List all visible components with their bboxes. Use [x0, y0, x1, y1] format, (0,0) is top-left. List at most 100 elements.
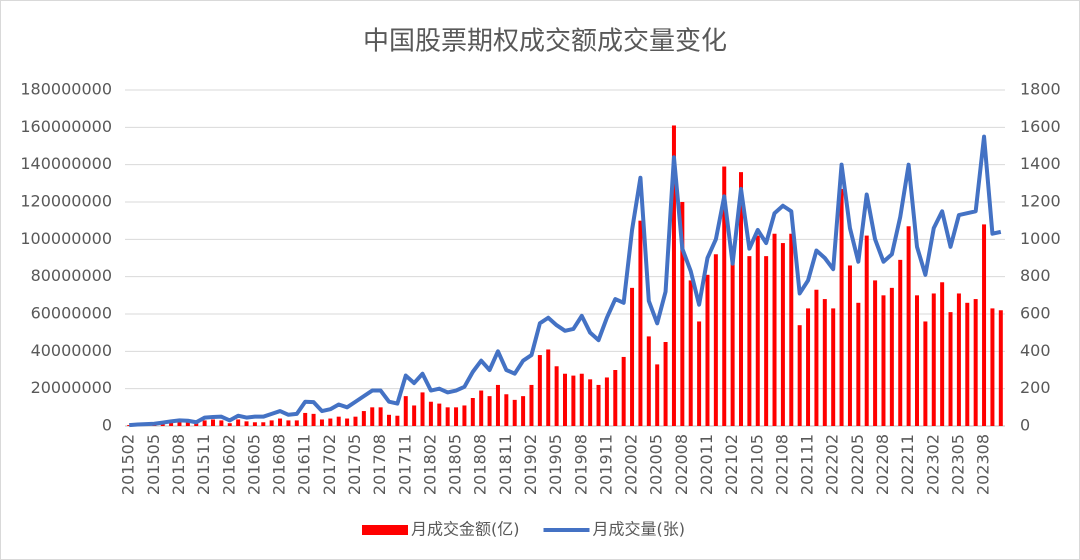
bar	[604, 377, 609, 426]
x-tick-label: 201902	[521, 434, 540, 495]
y2-tick-label: 800	[1020, 266, 1051, 285]
bar	[437, 403, 442, 426]
bar	[504, 394, 509, 426]
x-tick-label: 201905	[546, 434, 565, 495]
x-tick-label: 201608	[270, 434, 289, 495]
bar	[705, 274, 710, 426]
x-tick-label: 202005	[647, 434, 666, 495]
x-tick-label: 201605	[244, 434, 263, 495]
y2-tick-label: 1200	[1020, 192, 1061, 211]
bar	[462, 405, 467, 426]
bar	[998, 310, 1003, 426]
bar	[319, 419, 324, 426]
x-tick-label: 202308	[974, 434, 993, 495]
bar	[202, 420, 207, 426]
bar	[395, 415, 400, 426]
bar	[169, 422, 174, 426]
bar	[822, 299, 827, 426]
x-tick-label: 202111	[798, 434, 817, 495]
bar	[537, 355, 542, 426]
bar	[579, 373, 584, 426]
x-tick-label: 202008	[672, 434, 691, 495]
x-tick-label: 202305	[948, 434, 967, 495]
legend-label: 月成交金额(亿)	[411, 520, 520, 539]
bar	[311, 413, 316, 426]
bar	[915, 295, 919, 426]
y-tick-label: 160000000	[20, 117, 112, 136]
x-tick-label: 201908	[571, 434, 590, 495]
bar	[177, 422, 182, 426]
bar	[521, 396, 526, 426]
x-tick-label: 202208	[873, 434, 892, 495]
bar	[412, 405, 417, 426]
bar	[789, 233, 794, 426]
x-tick-label: 202202	[823, 434, 842, 495]
bar	[646, 336, 651, 426]
bar	[856, 302, 861, 426]
y2-tick-label: 200	[1020, 378, 1051, 397]
bar	[839, 188, 844, 426]
bar	[546, 349, 551, 426]
bar	[847, 265, 852, 426]
bar	[479, 390, 484, 426]
y2-tick-label: 1400	[1020, 154, 1061, 173]
bar	[990, 308, 995, 426]
y-tick-label: 100000000	[20, 229, 112, 248]
bar	[940, 282, 945, 426]
bar	[571, 375, 576, 426]
x-tick-label: 201505	[144, 434, 163, 495]
x-tick-label: 202102	[722, 434, 741, 495]
bar	[370, 407, 375, 426]
bar	[655, 364, 660, 426]
x-tick-label: 201508	[169, 434, 188, 495]
x-tick-label: 201602	[219, 434, 238, 495]
bar	[671, 125, 676, 426]
bar	[831, 308, 836, 426]
bar	[739, 172, 743, 426]
bar	[730, 258, 735, 426]
legend-label: 月成交量(张)	[593, 520, 686, 539]
bar	[898, 259, 903, 426]
bar	[278, 418, 283, 426]
bar	[873, 280, 878, 426]
bar	[638, 220, 643, 426]
y-tick-label: 140000000	[20, 154, 112, 173]
bar	[345, 418, 350, 426]
bar	[445, 407, 450, 426]
bar	[973, 299, 978, 426]
bar	[956, 293, 961, 426]
x-tick-label: 202011	[697, 434, 716, 495]
bar	[680, 202, 685, 426]
x-tick-label: 201802	[420, 434, 439, 495]
bar	[303, 412, 308, 426]
bar	[387, 414, 391, 426]
x-tick-label: 201702	[320, 434, 339, 495]
bar	[361, 411, 366, 426]
x-tick-label: 202211	[898, 434, 917, 495]
bar	[512, 399, 517, 426]
y-tick-label: 20000000	[31, 378, 112, 397]
y2-tick-label: 1800	[1020, 80, 1061, 99]
bar	[470, 398, 475, 426]
y-tick-label: 0	[102, 416, 112, 435]
bar	[495, 384, 500, 426]
x-tick-label: 201511	[194, 434, 213, 495]
bar	[252, 422, 257, 426]
bar	[554, 366, 559, 426]
y2-tick-label: 0	[1020, 416, 1030, 435]
bar	[236, 419, 241, 426]
x-tick-label: 201705	[345, 434, 364, 495]
x-tick-label: 202108	[772, 434, 791, 495]
x-tick-label: 202302	[923, 434, 942, 495]
bar	[378, 407, 383, 426]
bar	[487, 396, 492, 426]
bar	[596, 384, 601, 426]
y2-tick-label: 600	[1020, 304, 1051, 323]
y-tick-label: 40000000	[31, 341, 112, 360]
bar	[881, 295, 886, 426]
x-tick-label: 201711	[395, 434, 414, 495]
y-tick-label: 120000000	[20, 192, 112, 211]
bar	[889, 287, 894, 426]
x-tick-label: 201502	[119, 434, 138, 495]
